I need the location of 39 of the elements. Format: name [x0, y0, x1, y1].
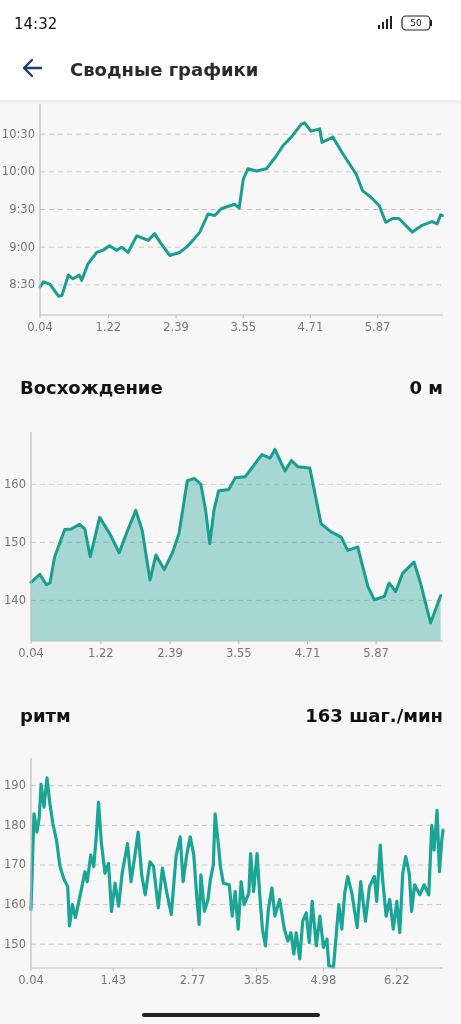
y-tick-label: 140: [4, 592, 26, 607]
x-tick-label: 4.71: [294, 646, 321, 660]
y-tick-label: 150: [4, 534, 26, 549]
x-tick-label: 4.98: [310, 973, 337, 987]
x-tick-label: 3.55: [225, 646, 252, 660]
x-tick-label: 3.85: [243, 973, 270, 987]
x-tick-label: 4.71: [297, 320, 324, 334]
text: 14:32: [14, 14, 58, 33]
x-tick-label: 3.55: [230, 320, 257, 334]
y-tick-label: 150: [4, 936, 26, 951]
text: 50: [410, 18, 422, 28]
line-series: [38, 121, 444, 298]
y-tick-label: 9:30: [9, 202, 35, 216]
y-tick-label: 8:30: [9, 277, 35, 292]
y-tick-label: 180: [4, 817, 26, 832]
x-tick-label: 1.22: [95, 320, 122, 334]
x-tick-label: 5.87: [364, 320, 391, 334]
x-tick-label: 6.22: [384, 973, 410, 987]
y-tick-label: 10:00: [1, 164, 35, 179]
text: 0 м: [409, 377, 443, 398]
chart-title: Сводные графики: [70, 59, 259, 80]
x-tick-label: 2.39: [157, 646, 183, 660]
text: 163 шаг./мин: [305, 705, 443, 726]
x-tick-label: 5.87: [363, 646, 389, 660]
x-tick-label: 0.04: [18, 646, 44, 660]
x-tick-label: 0.04: [27, 320, 53, 334]
y-tick-label: 160: [4, 476, 26, 491]
y-tick-label: 9:00: [9, 239, 35, 254]
x-tick-label: 0.04: [18, 973, 44, 987]
y-tick-label: 10:30: [1, 126, 35, 141]
x-tick-label: 1.22: [88, 646, 114, 660]
chart-title: ритм: [20, 705, 71, 726]
y-tick-label: 160: [4, 897, 26, 912]
x-tick-label: 2.39: [163, 320, 189, 334]
chart-title: Восхождение: [20, 377, 163, 398]
x-tick-label: 1.43: [100, 973, 127, 987]
x-tick-label: 2.77: [179, 973, 206, 987]
y-tick-label: 190: [4, 778, 26, 793]
y-tick-label: 170: [4, 857, 26, 872]
